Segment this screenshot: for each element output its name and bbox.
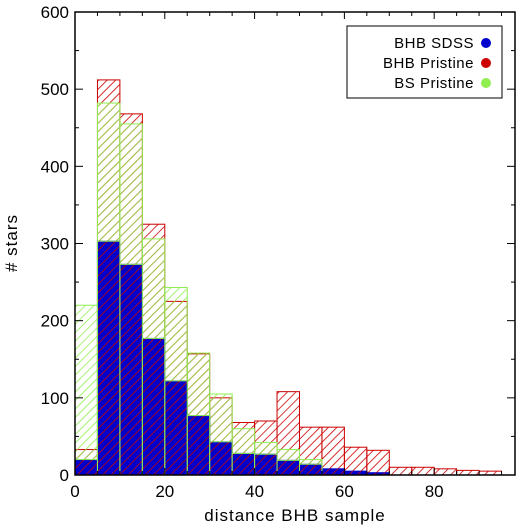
bars-layer <box>75 79 503 475</box>
bar-overlay-hatch <box>321 468 345 475</box>
plot-frame <box>74 11 516 476</box>
bar-overlay-hatch <box>254 454 278 475</box>
legend-label-bhb-sdss: BHB SDSS <box>394 35 474 52</box>
bar-bhb-pristine <box>321 426 345 475</box>
bar-overlay-hatch <box>164 380 188 475</box>
bar-overlay-hatch <box>232 453 255 475</box>
y-tick-label: 200 <box>41 312 69 331</box>
bar-overlay-hatch <box>142 338 165 475</box>
bar-overlay-hatch <box>344 471 367 475</box>
y-tick-label: 600 <box>41 3 69 22</box>
y-tick-label: 400 <box>41 157 69 176</box>
bar-overlay-hatch <box>299 464 322 475</box>
x-tick-label: 40 <box>245 482 264 501</box>
x-tick-label: 80 <box>425 482 444 501</box>
legend-dot-bhb-pristine <box>481 58 491 68</box>
x-tick-label: 60 <box>335 482 354 501</box>
bar-bhb-pristine <box>411 466 435 475</box>
y-axis-label: # stars <box>2 214 21 272</box>
x-tick-label: 20 <box>155 482 174 501</box>
y-tick-label: 0 <box>60 466 69 485</box>
bar-bhb-pristine <box>388 466 413 475</box>
legend: BHB SDSS BHB Pristine BS Pristine <box>346 25 503 99</box>
legend-dot-bhb-sdss <box>481 38 491 48</box>
bar-bs-pristine <box>75 304 98 475</box>
bar-overlay-hatch <box>209 441 233 475</box>
legend-label-bs-pristine: BS Pristine <box>394 75 474 92</box>
bar-overlay-hatch <box>277 460 300 475</box>
y-tick-label: 100 <box>41 389 69 408</box>
legend-label-bhb-pristine: BHB Pristine <box>383 55 474 72</box>
bar-bhb-pristine <box>366 449 390 475</box>
bar-overlay-hatch <box>97 241 120 475</box>
legend-dot-bs-pristine <box>481 78 491 88</box>
x-axis-label: distance BHB sample <box>204 506 386 525</box>
y-tick-label: 500 <box>41 80 69 99</box>
bar-overlay-hatch <box>75 459 98 475</box>
bar-bhb-pristine <box>433 468 458 475</box>
bar-overlay-hatch <box>366 472 390 475</box>
bar-overlay-hatch <box>119 264 143 475</box>
legend-box <box>346 25 503 99</box>
y-tick-label: 300 <box>41 235 69 254</box>
bar-overlay-hatch <box>187 415 210 475</box>
x-tick-label: 0 <box>70 482 79 501</box>
